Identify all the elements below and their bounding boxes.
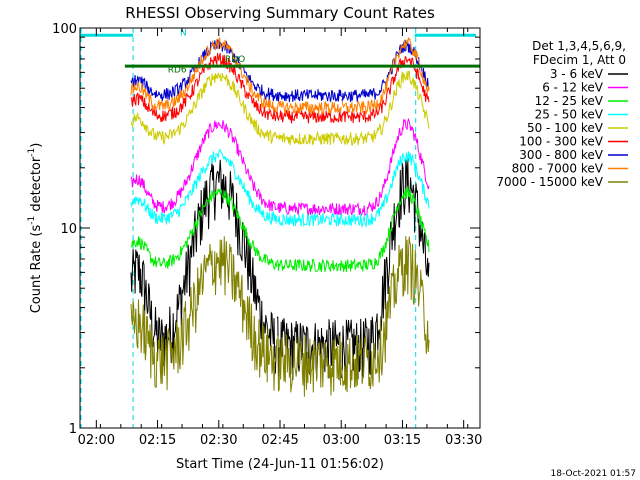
- series-line-8: [130, 236, 278, 391]
- y-axis-label-sup1: -1: [27, 216, 37, 225]
- series-line-3: [276, 212, 342, 228]
- y-tick-label-0: 1: [69, 422, 77, 437]
- chart-title: RHESSI Observing Summary Count Rates: [125, 4, 435, 22]
- legend-entry-4: 50 - 100 keV: [527, 121, 604, 135]
- legend-entry-1: 6 - 12 keV: [542, 81, 604, 95]
- y-axis-label-sup2: -1: [27, 148, 37, 157]
- legend-entry-8: 7000 - 15000 keV: [496, 175, 603, 189]
- y-axis-label: Count Rate (s-1 detector-1): [27, 143, 44, 314]
- series-line-6: [276, 89, 342, 103]
- flag-label-1: RDO: [225, 55, 245, 65]
- axes: 02:00 02:15 02:30 02:45 03:00 03:15 03:30 1 10 10…: [52, 22, 482, 448]
- x-tick-label-3: 02:45: [261, 433, 298, 448]
- x-tick-label-2: 02:30: [200, 433, 237, 448]
- legend-entry-6: 300 - 800 keV: [519, 148, 603, 162]
- series-line-4: [341, 70, 430, 146]
- x-tick-label-0: 02:00: [78, 433, 115, 448]
- series-line-1: [276, 200, 342, 217]
- series-line-7: [276, 100, 342, 115]
- series-line-5: [341, 56, 430, 124]
- legend-entry-7: 800 - 7000 keV: [512, 162, 604, 176]
- x-tick-label-6: 03:30: [445, 433, 482, 448]
- x-tick-label-5: 03:15: [384, 433, 421, 448]
- x-tick-label-4: 03:00: [322, 433, 359, 448]
- series-line-8: [341, 235, 430, 393]
- series-line-7: [341, 37, 430, 116]
- series-line-4: [276, 130, 342, 146]
- x-tick-label-1: 02:15: [139, 433, 176, 448]
- series-line-2: [276, 258, 342, 273]
- series-line-4: [130, 72, 278, 146]
- flag-label-0: N: [180, 28, 187, 38]
- x-axis-label: Start Time (24-Jun-11 01:56:02): [176, 457, 384, 472]
- legend-entry-0: 3 - 6 keV: [550, 67, 604, 81]
- legend-header-line-1: Det 1,3,4,5,6,9,: [532, 39, 626, 53]
- series-line-1: [130, 119, 278, 214]
- series-line-2: [131, 188, 278, 271]
- series-line-2: [341, 185, 430, 273]
- series-line-8: [276, 333, 342, 397]
- series-line-6: [130, 39, 278, 102]
- series-line-7: [130, 37, 277, 113]
- series-line-0: [130, 159, 278, 374]
- series-line-1: [341, 117, 430, 217]
- y-axis-label-mid: detector: [29, 156, 44, 216]
- footer-date: 18-Oct-2021 01:57: [551, 469, 636, 479]
- y-tick-label-1: 10: [60, 222, 77, 237]
- flag-label-2: RD6: [168, 66, 187, 76]
- legend-header-line-2: FDecim 1, Att 0: [533, 53, 626, 67]
- plot-area: N RDO RD6: [80, 28, 481, 428]
- series-line-3: [130, 148, 278, 225]
- legend-entry-5: 100 - 300 keV: [519, 135, 603, 149]
- legend-entry-2: 12 - 25 keV: [535, 94, 604, 108]
- y-tick-label-2: 100: [52, 22, 77, 37]
- legend-entry-3: 25 - 50 keV: [535, 108, 604, 122]
- series-line-3: [341, 151, 430, 229]
- series-line-5: [130, 52, 278, 122]
- legend: Det 1,3,4,5,6,9, FDecim 1, Att 0 3 - 6 k…: [496, 39, 628, 189]
- y-axis-label-end: ): [29, 143, 44, 148]
- y-axis-label-main: Count Rate (s: [29, 225, 44, 314]
